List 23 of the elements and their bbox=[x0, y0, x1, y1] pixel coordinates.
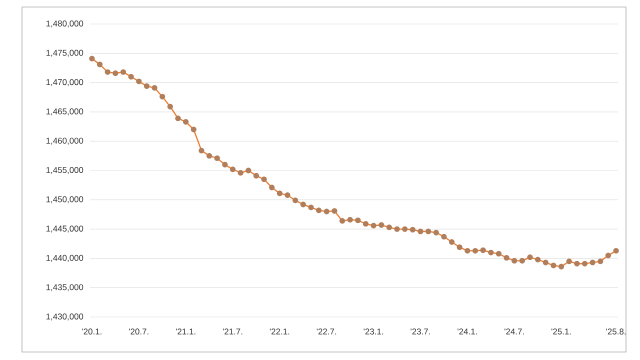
x-tick-label: '21.1. bbox=[176, 328, 196, 334]
x-tick-label: '20.1. bbox=[82, 328, 102, 335]
y-tick-label: 1,475,000 bbox=[46, 50, 84, 57]
y-tick-label: 1,430,000 bbox=[46, 314, 84, 320]
y-tick-label: 1,480,000 bbox=[46, 20, 84, 28]
x-tick-label: '21.7. bbox=[222, 328, 242, 334]
y-tick-label: 1,445,000 bbox=[46, 226, 84, 233]
x-tick-label: '22.1. bbox=[270, 328, 290, 334]
y-tick-label: 1,470,000 bbox=[46, 79, 84, 86]
y-tick-label: 1,450,000 bbox=[46, 196, 84, 204]
y-tick-label: 1,455,000 bbox=[46, 167, 84, 174]
x-tick-label: '24.7. bbox=[504, 328, 524, 334]
y-tick-label: 1,440,000 bbox=[46, 254, 84, 262]
x-tick-label: '25.8. bbox=[606, 328, 626, 335]
x-tick-label: '23.7. bbox=[410, 328, 430, 335]
y-tick-label: 1,460,000 bbox=[46, 138, 84, 145]
x-tick-label: '20.7. bbox=[129, 328, 148, 335]
x-tick-label: '24.1. bbox=[458, 328, 477, 334]
x-tick-label: '22.7. bbox=[316, 328, 336, 334]
x-tick-label: '25.1. bbox=[552, 328, 571, 335]
y-tick-label: 1,435,000 bbox=[46, 284, 84, 292]
x-tick-label: '23.1. bbox=[364, 328, 384, 335]
y-tick-label: 1,465,000 bbox=[46, 108, 84, 116]
